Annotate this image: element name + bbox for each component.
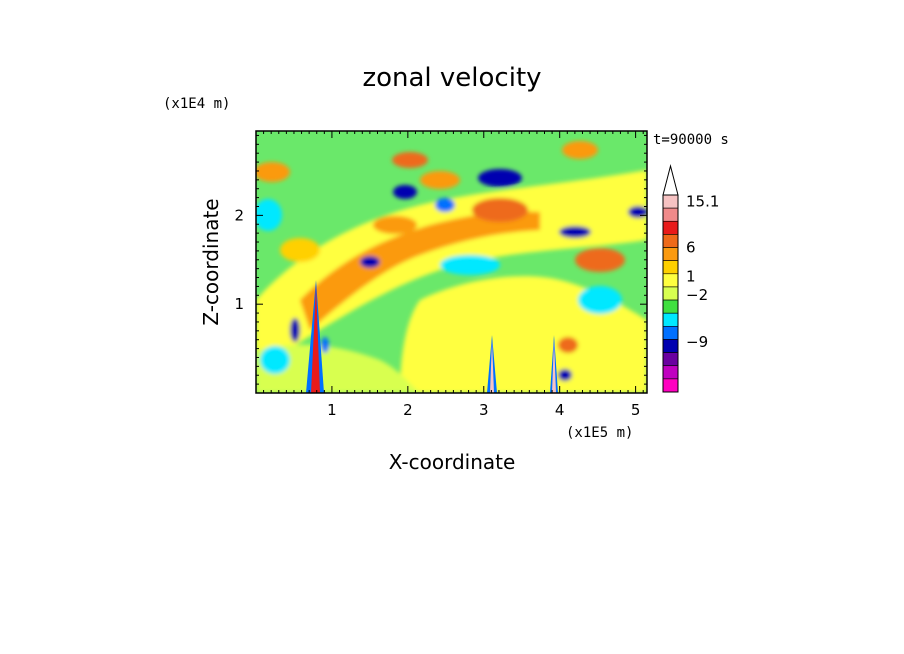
colorbar-label: −9 [686, 333, 708, 351]
x-tick-label: 5 [631, 401, 641, 419]
cyan-patch [578, 286, 622, 314]
y-tick-label: 2 [234, 206, 244, 224]
blue-negative-blob [435, 198, 455, 212]
x-tick-label: 2 [403, 401, 413, 419]
colorbar-frame [662, 194, 679, 393]
y-axis-label: Z-coordinate [199, 198, 223, 325]
x-tick-label: 3 [479, 401, 489, 419]
y-tick-label: 1 [234, 295, 244, 313]
blue-negative-blob [360, 256, 380, 268]
colorbar: 15.1 6 1−2 −9 [662, 164, 719, 393]
upper-orange-band [472, 198, 528, 222]
orange-band [300, 211, 540, 330]
blue-negative-blob [628, 206, 647, 218]
blue-negative-blob [478, 169, 522, 187]
colorbar-swatch [662, 365, 679, 380]
colorbar-swatch [662, 312, 679, 327]
x-tick-label: 1 [327, 401, 337, 419]
x-tick-label: 4 [555, 401, 565, 419]
colorbar-arrow [662, 164, 679, 196]
cyan-patch [260, 346, 290, 374]
mountain-spike [311, 285, 320, 393]
heatmap-field [256, 131, 647, 393]
mountain-spike [490, 340, 494, 393]
blue-negative-blob [321, 337, 329, 353]
y-axis-unit: (x1E4 m) [163, 96, 230, 112]
colorbar-swatch [662, 339, 679, 353]
blue-negative-blob [290, 318, 300, 342]
y-axis-ticks: 12 [234, 134, 647, 394]
blue-negative-blob [559, 226, 591, 238]
colorbar-label: 6 [686, 239, 696, 257]
colorbar-label: 15.1 [686, 193, 719, 211]
colorbar-swatch [662, 273, 679, 288]
colorbar-swatch [662, 378, 679, 393]
colorbar-swatch [662, 234, 679, 248]
cyan-patch [440, 255, 500, 275]
colorbar-swatch [662, 326, 679, 340]
colorbar-swatch [662, 352, 679, 367]
red-positive-blob [558, 337, 578, 353]
time-label: t=90000 s [653, 132, 729, 148]
chart-title: zonal velocity [362, 63, 541, 93]
colorbar-swatch [662, 207, 679, 222]
colorbar-label: −2 [686, 286, 708, 304]
upper-orange-band [562, 141, 598, 159]
colorbar-swatch [662, 299, 679, 314]
colorbar-swatch [662, 194, 679, 209]
x-axis-unit: (x1E5 m) [566, 425, 633, 441]
colorbar-label: 1 [686, 267, 696, 285]
plot-frame [255, 130, 648, 394]
blue-negative-blob [393, 185, 417, 199]
colorbar-swatch [662, 260, 679, 275]
x-axis-label: X-coordinate [389, 450, 516, 474]
upper-orange-band [373, 216, 417, 234]
left-cyan-blob [256, 199, 282, 231]
colorbar-swatch [662, 247, 679, 261]
colorbar-swatch [662, 220, 679, 235]
left-orange-blob [280, 238, 320, 262]
blue-negative-blob [558, 369, 572, 381]
mountain-spike [552, 340, 556, 393]
left-orange-blob [256, 162, 290, 182]
upper-orange-band [392, 152, 428, 168]
colorbar-swatch [662, 286, 679, 301]
lower-green-region [256, 344, 420, 393]
yellow-band [256, 170, 647, 370]
upper-orange-band [420, 171, 460, 189]
x-axis-ticks: 1 2 3 4 5 [255, 131, 644, 419]
upper-orange-band [575, 248, 625, 272]
